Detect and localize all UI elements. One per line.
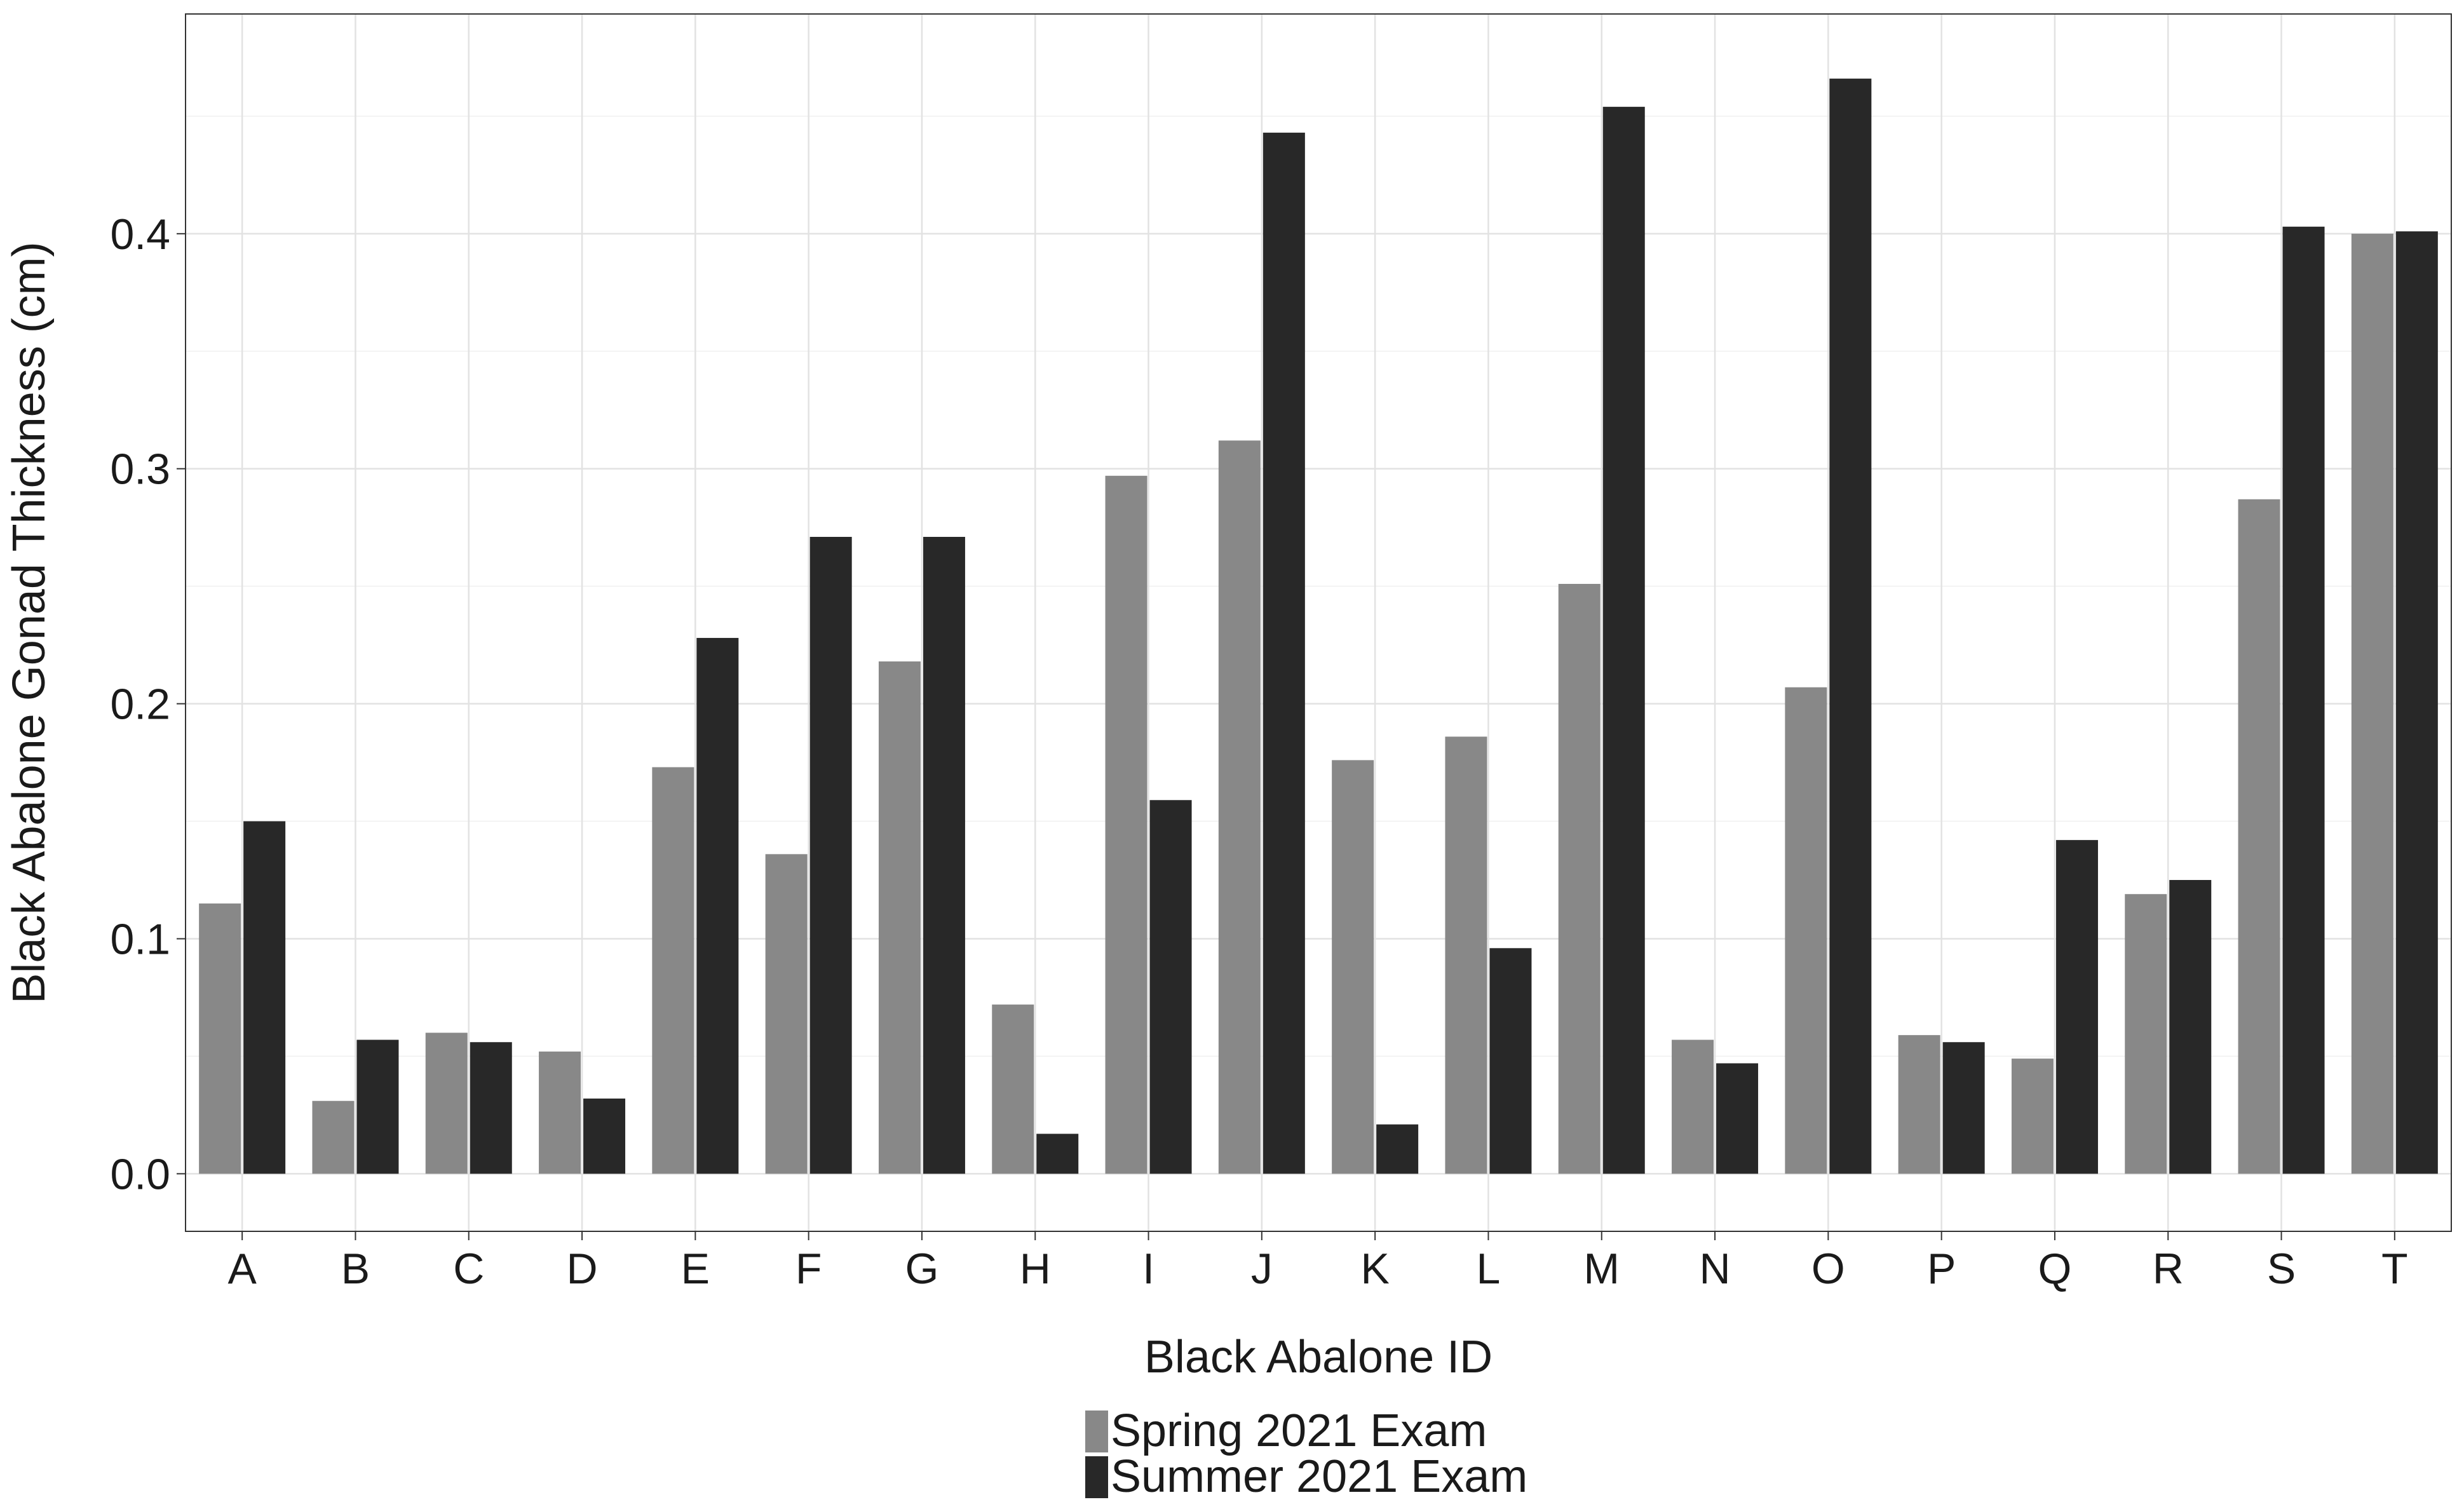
x-tick-label: N — [1699, 1245, 1730, 1293]
x-tick-label: A — [227, 1245, 257, 1293]
legend-label-summer: Summer 2021 Exam — [1111, 1451, 1527, 1502]
x-tick-label: B — [341, 1245, 370, 1293]
x-tick-label: O — [1811, 1245, 1845, 1293]
bar-summer-Q — [2055, 840, 2098, 1174]
x-tick-label: L — [1477, 1245, 1501, 1293]
bar-spring-L — [1445, 736, 1487, 1174]
bar-summer-P — [1942, 1042, 1985, 1174]
y-tick-label: 0.2 — [110, 680, 170, 729]
bar-summer-J — [1262, 132, 1305, 1174]
bar-summer-I — [1149, 800, 1192, 1174]
bar-summer-L — [1489, 948, 1532, 1174]
bar-spring-P — [1898, 1035, 1940, 1174]
bar-summer-A — [243, 821, 286, 1174]
x-tick-label: G — [905, 1245, 938, 1293]
bar-summer-M — [1602, 107, 1645, 1174]
panel-border — [185, 13, 2452, 1232]
bar-summer-H — [1036, 1133, 1079, 1174]
legend-swatch-spring — [1085, 1411, 1108, 1452]
bar-summer-O — [1829, 78, 1872, 1174]
bar-spring-K — [1332, 760, 1374, 1174]
bar-spring-R — [2125, 894, 2167, 1174]
bar-summer-B — [356, 1039, 399, 1174]
bar-spring-A — [199, 903, 241, 1174]
x-tick-label: P — [1927, 1245, 1956, 1293]
bar-summer-R — [2169, 880, 2212, 1174]
bar-spring-T — [2351, 233, 2393, 1174]
bar-spring-G — [878, 661, 921, 1174]
x-tick-label: C — [453, 1245, 484, 1293]
y-tick-label: 0.4 — [110, 210, 170, 259]
x-tick-label: I — [1142, 1245, 1154, 1293]
bar-spring-S — [2238, 499, 2280, 1174]
bar-summer-N — [1716, 1063, 1759, 1174]
y-axis-title: Black Abalone Gonad Thickness (cm) — [4, 241, 55, 1003]
bar-summer-C — [470, 1042, 512, 1174]
y-tick-label: 0.1 — [110, 915, 170, 963]
bar-spring-B — [312, 1100, 355, 1174]
bar-spring-C — [425, 1032, 468, 1174]
x-tick-label: M — [1583, 1245, 1620, 1293]
bars — [199, 78, 2438, 1174]
bar-spring-Q — [2011, 1059, 2054, 1174]
x-tick-label: J — [1251, 1245, 1273, 1293]
x-axis-title: Black Abalone ID — [1144, 1332, 1493, 1383]
y-axis-ticks: 0.0 0.1 0.2 0.3 0.4 — [110, 210, 186, 1198]
bar-spring-F — [765, 854, 808, 1174]
x-tick-label: H — [1020, 1245, 1051, 1293]
major-gridlines — [186, 14, 2451, 1231]
bar-summer-K — [1376, 1124, 1419, 1174]
y-tick-label: 0.0 — [110, 1150, 170, 1198]
bar-summer-G — [923, 536, 965, 1174]
y-tick-label: 0.3 — [110, 445, 170, 494]
x-tick-label: T — [2381, 1245, 2408, 1293]
x-axis-ticks: A B C D E F G H I J K L M N O P Q R S T — [227, 1231, 2408, 1293]
bar-summer-S — [2282, 226, 2325, 1174]
panel-background — [186, 14, 2451, 1231]
bar-summer-E — [696, 638, 739, 1174]
bar-spring-O — [1785, 687, 1827, 1174]
bar-spring-N — [1672, 1039, 1714, 1174]
bar-spring-M — [1558, 583, 1601, 1174]
x-tick-label: E — [681, 1245, 710, 1293]
x-tick-label: F — [795, 1245, 822, 1293]
bar-spring-E — [652, 767, 694, 1174]
bar-spring-D — [539, 1052, 581, 1174]
bar-spring-H — [992, 1005, 1034, 1174]
bar-spring-I — [1105, 475, 1147, 1174]
bar-summer-D — [583, 1099, 626, 1174]
x-tick-label: R — [2153, 1245, 2184, 1293]
bar-summer-F — [809, 536, 852, 1174]
legend-swatch-summer — [1085, 1456, 1108, 1498]
legend-label-spring: Spring 2021 Exam — [1111, 1405, 1487, 1456]
x-tick-label: S — [2267, 1245, 2296, 1293]
x-tick-label: D — [566, 1245, 597, 1293]
x-tick-label: K — [1360, 1245, 1389, 1293]
bar-summer-T — [2395, 231, 2438, 1174]
bar-spring-J — [1218, 440, 1261, 1174]
x-tick-label: Q — [2038, 1245, 2071, 1293]
